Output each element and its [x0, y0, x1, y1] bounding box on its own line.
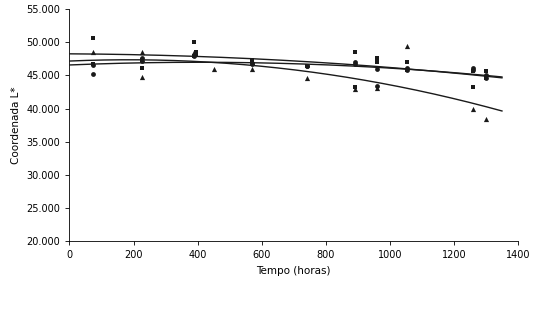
Point [192, 50, 200, 55]
Point [469, 68, 477, 73]
Point [190, 50, 199, 55]
Point [248, 66, 256, 71]
Point [403, 44, 412, 49]
Point [373, 66, 381, 71]
Point [302, 63, 311, 68]
Point [469, 106, 477, 111]
Point [137, 57, 146, 62]
Point [89, 50, 98, 55]
Point [137, 66, 146, 71]
Point [209, 66, 218, 71]
Point [137, 58, 146, 63]
Point [482, 76, 490, 81]
Point [190, 40, 199, 45]
Point [302, 76, 311, 81]
Point [302, 64, 311, 69]
Point [190, 54, 199, 59]
X-axis label: Tempo (horas): Tempo (horas) [256, 266, 331, 276]
Point [350, 86, 359, 91]
Point [403, 67, 412, 72]
Point [137, 50, 146, 55]
Point [350, 84, 359, 89]
Point [403, 66, 412, 71]
Y-axis label: Coordenada L*: Coordenada L* [11, 87, 21, 164]
Point [89, 35, 98, 40]
Point [89, 72, 98, 77]
Point [482, 76, 490, 81]
Point [350, 62, 359, 67]
Point [373, 55, 381, 60]
Point [190, 53, 199, 57]
Point [469, 68, 477, 73]
Point [482, 72, 490, 77]
Point [192, 52, 200, 57]
Point [248, 58, 256, 63]
Point [469, 85, 477, 90]
Point [137, 74, 146, 79]
Point [403, 60, 412, 65]
Point [373, 86, 381, 91]
Point [350, 50, 359, 55]
Point [137, 55, 146, 60]
Point [248, 60, 256, 65]
Point [373, 60, 381, 65]
Point [403, 67, 412, 72]
Point [248, 61, 256, 66]
Point [190, 54, 199, 59]
Point [373, 84, 381, 89]
Point [302, 63, 311, 68]
Point [248, 61, 256, 66]
Point [350, 59, 359, 64]
Point [482, 68, 490, 73]
Point [302, 63, 311, 68]
Point [469, 66, 477, 71]
Point [89, 62, 98, 67]
Point [89, 62, 98, 67]
Point [482, 116, 490, 121]
